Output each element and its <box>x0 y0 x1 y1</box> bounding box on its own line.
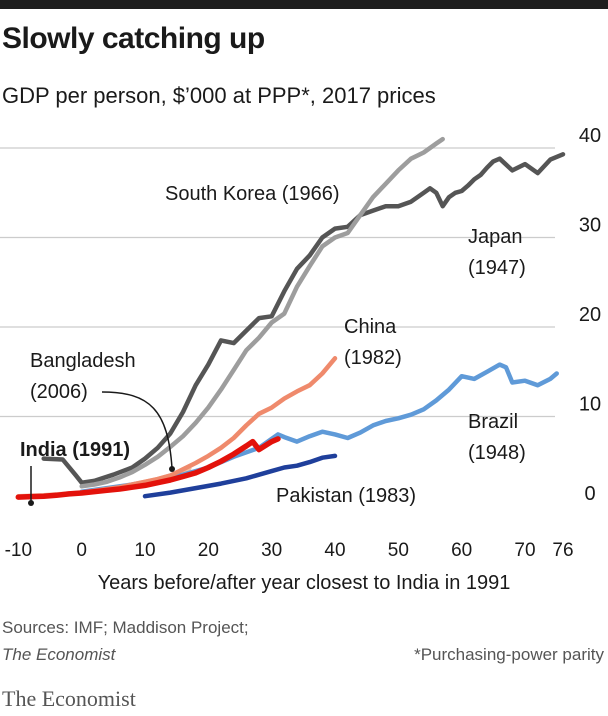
series-label-line: India (1991) <box>20 439 130 461</box>
x-tick-label: 30 <box>261 540 282 561</box>
bangladesh-leader-line <box>101 391 173 469</box>
x-tick-label: 50 <box>388 540 409 561</box>
series-label-line: China <box>344 316 397 338</box>
x-tick-label: 60 <box>451 540 472 561</box>
x-tick-label: 20 <box>198 540 219 561</box>
source-note-publication: The Economist <box>2 645 116 664</box>
chart-title: Slowly catching up <box>2 22 265 55</box>
y-tick-labels: 0 10 20 30 40 <box>579 125 601 505</box>
series-label-brazil: Brazil (1948) <box>468 411 526 464</box>
series-label-line: Japan <box>468 226 523 248</box>
series-label-india: India (1991) <box>20 439 130 461</box>
series-label-south-korea: South Korea (1966) <box>165 183 340 205</box>
series-label-bangladesh: Bangladesh (2006) <box>30 350 136 403</box>
y-tick-label: 20 <box>579 304 601 326</box>
y-tick-label: 0 <box>584 483 595 505</box>
series-label-pakistan: Pakistan (1983) <box>276 485 416 507</box>
x-tick-label: 76 <box>552 540 573 561</box>
series-label-japan: Japan (1947) <box>468 226 526 279</box>
series-label-china: China (1982) <box>344 316 402 369</box>
y-tick-label: 10 <box>579 394 601 416</box>
footnote: *Purchasing-power parity <box>414 645 604 664</box>
gridlines <box>0 147 555 418</box>
series-label-line: Bangladesh <box>30 350 136 372</box>
series-label-line: (1948) <box>468 442 526 464</box>
series-label-line: Pakistan (1983) <box>276 485 416 507</box>
x-tick-labels: -10 0 10 20 30 40 50 60 70 76 <box>5 540 574 561</box>
series-lines <box>15 136 566 500</box>
x-tick-label: 40 <box>324 540 345 561</box>
bangladesh-leader-dot <box>169 466 175 472</box>
x-tick-label: 0 <box>76 540 87 561</box>
line-chart: 0 10 20 30 40 -10 0 10 20 30 40 50 60 70 76 Japan (194… <box>0 125 601 561</box>
series-labels: Japan (1947) South Korea (1966) China (1982)… <box>20 183 526 507</box>
india-leader-dot <box>28 500 34 506</box>
top-rule <box>0 0 608 9</box>
series-line-india <box>15 436 281 500</box>
source-note: Sources: IMF; Maddison Project; <box>2 618 249 637</box>
chart-subtitle: GDP per person, $’000 at PPP*, 2017 pric… <box>2 83 436 108</box>
series-line-pakistan <box>142 453 338 499</box>
x-tick-label: -10 <box>5 540 32 561</box>
series-label-line: (2006) <box>30 381 88 403</box>
y-tick-label: 40 <box>579 125 601 147</box>
series-label-line: (1947) <box>468 257 526 279</box>
x-tick-label: 10 <box>134 540 155 561</box>
series-line-south-korea <box>79 136 445 489</box>
series-label-line: South Korea (1966) <box>165 183 340 205</box>
publisher-logo: The Economist <box>2 686 136 711</box>
series-label-line: Brazil <box>468 411 518 433</box>
x-tick-label: 70 <box>514 540 535 561</box>
series-line-japan <box>41 152 566 485</box>
x-axis-label: Years before/after year closest to India… <box>97 572 511 594</box>
y-tick-label: 30 <box>579 215 601 237</box>
series-label-line: (1982) <box>344 347 402 369</box>
